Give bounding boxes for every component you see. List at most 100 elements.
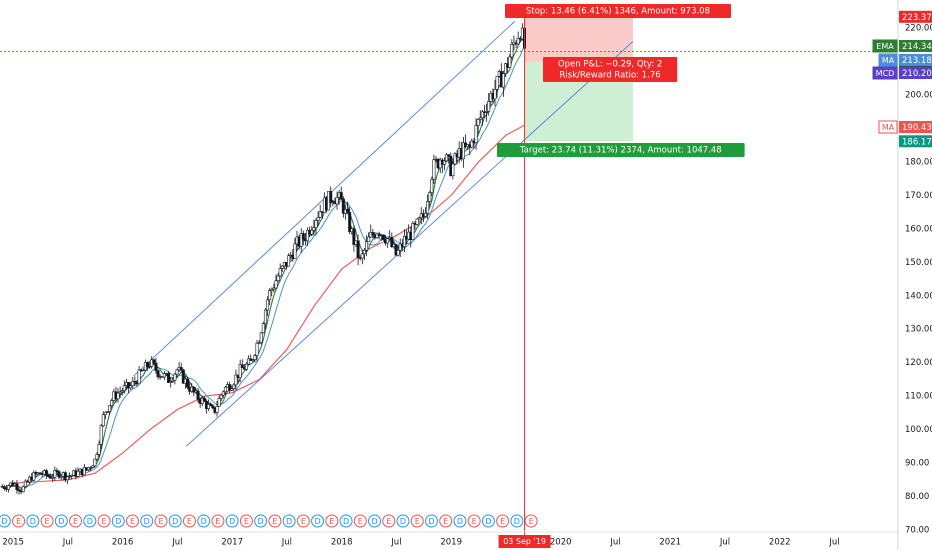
pnl-label-box[interactable] xyxy=(543,57,678,82)
candle xyxy=(215,406,219,413)
dividend-marker[interactable] xyxy=(510,514,524,528)
candle xyxy=(356,240,360,259)
dividend-marker[interactable] xyxy=(197,514,211,528)
earnings-marker[interactable] xyxy=(12,514,26,528)
earnings-marker[interactable] xyxy=(496,514,510,528)
event-marker-letter: D xyxy=(229,517,235,526)
candle xyxy=(244,363,248,370)
candle xyxy=(274,280,278,289)
series-name-badge[interactable] xyxy=(878,120,898,134)
earnings-marker[interactable] xyxy=(40,514,54,528)
dividend-marker[interactable] xyxy=(0,514,11,528)
earnings-marker[interactable] xyxy=(154,514,168,528)
event-marker-letter: D xyxy=(457,517,463,526)
target-label-box[interactable] xyxy=(497,143,745,157)
y-tick-label: 70.00 xyxy=(905,526,929,536)
candle xyxy=(156,370,160,378)
dividend-marker[interactable] xyxy=(111,514,125,528)
candle xyxy=(280,265,284,269)
earnings-marker[interactable] xyxy=(182,514,196,528)
series-name-badge[interactable] xyxy=(872,39,898,53)
ma-long-line[interactable] xyxy=(13,124,525,484)
earnings-marker[interactable] xyxy=(524,514,538,528)
candle xyxy=(394,244,398,256)
earnings-marker[interactable] xyxy=(126,514,140,528)
candle xyxy=(451,163,455,176)
stop-label-box[interactable] xyxy=(505,4,731,18)
series-value-label: 214.34 xyxy=(902,42,932,52)
earnings-marker[interactable] xyxy=(467,514,481,528)
y-axis: 70.00 80.00 90.00 100.00 110.00 120.00 130.00 1… xyxy=(872,0,932,550)
dividend-marker[interactable] xyxy=(424,514,438,528)
candle xyxy=(207,404,211,409)
dividend-marker[interactable] xyxy=(168,514,182,528)
candle xyxy=(141,369,145,372)
candle xyxy=(108,405,112,412)
dividend-marker[interactable] xyxy=(83,514,97,528)
earnings-marker[interactable] xyxy=(97,514,111,528)
series-name-badge[interactable] xyxy=(878,53,898,67)
candle xyxy=(341,198,345,214)
candle xyxy=(398,243,402,251)
series-value-label: 213.18 xyxy=(902,56,932,66)
candle xyxy=(430,179,434,193)
dividend-marker[interactable] xyxy=(26,514,40,528)
earnings-marker[interactable] xyxy=(296,514,310,528)
candle xyxy=(508,56,512,68)
candle xyxy=(228,384,232,391)
candle xyxy=(339,192,343,200)
price-label-0-badge xyxy=(899,10,932,23)
event-marker-letter: E xyxy=(187,517,192,526)
earnings-marker[interactable] xyxy=(439,514,453,528)
earnings-marker[interactable] xyxy=(69,514,83,528)
event-marker-letter: E xyxy=(415,517,420,526)
dividend-marker[interactable] xyxy=(368,514,382,528)
y-tick-label: 90.00 xyxy=(905,459,929,469)
dividend-marker[interactable] xyxy=(225,514,239,528)
candle xyxy=(442,160,446,165)
earnings-marker[interactable] xyxy=(239,514,253,528)
dividend-marker[interactable] xyxy=(396,514,410,528)
x-tick-label: Jul xyxy=(62,538,73,548)
candle xyxy=(461,142,465,160)
stop-zone[interactable] xyxy=(524,16,633,62)
candle xyxy=(97,443,101,455)
dividend-marker[interactable] xyxy=(254,514,268,528)
dividend-marker[interactable] xyxy=(311,514,325,528)
candle xyxy=(362,250,366,255)
candle xyxy=(95,454,99,460)
event-marker-letter: D xyxy=(115,517,121,526)
candle xyxy=(17,489,21,492)
event-marker-letter: E xyxy=(500,517,505,526)
candle xyxy=(495,76,499,90)
dividend-marker[interactable] xyxy=(282,514,296,528)
candle xyxy=(493,88,497,100)
candle xyxy=(105,411,109,413)
earnings-marker[interactable] xyxy=(325,514,339,528)
ma-short-line[interactable] xyxy=(1,46,525,489)
series-name-badge[interactable] xyxy=(872,66,898,80)
dividend-marker[interactable] xyxy=(453,514,467,528)
candle xyxy=(89,467,93,469)
x-tick-label: 2019 xyxy=(440,538,462,548)
earnings-marker[interactable] xyxy=(268,514,282,528)
candle xyxy=(173,373,177,381)
x-tick-label: 2017 xyxy=(221,538,243,548)
earnings-marker[interactable] xyxy=(211,514,225,528)
candle xyxy=(146,362,150,368)
candle xyxy=(38,472,42,475)
earnings-marker[interactable] xyxy=(410,514,424,528)
earnings-marker[interactable] xyxy=(382,514,396,528)
candle xyxy=(352,228,356,245)
candle xyxy=(169,381,173,383)
candle xyxy=(57,471,61,478)
dividend-marker[interactable] xyxy=(481,514,495,528)
candle xyxy=(278,268,282,277)
event-marker-letter: D xyxy=(485,517,491,526)
dividend-marker[interactable] xyxy=(339,514,353,528)
event-marker-letter: D xyxy=(514,517,520,526)
earnings-marker[interactable] xyxy=(353,514,367,528)
dividend-marker[interactable] xyxy=(54,514,68,528)
dividend-marker[interactable] xyxy=(140,514,154,528)
